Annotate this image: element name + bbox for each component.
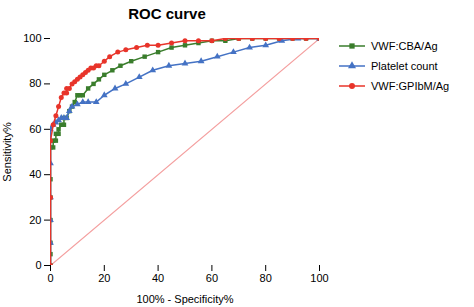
svg-text:60: 60 bbox=[206, 272, 218, 284]
svg-text:40: 40 bbox=[29, 168, 41, 180]
svg-text:100% - Specificity%: 100% - Specificity% bbox=[136, 293, 233, 305]
html-text:Platelet count: Platelet count bbox=[371, 60, 438, 72]
svg-text:Sensitivity%: Sensitivity% bbox=[1, 122, 13, 182]
html-text:ROC curve: ROC curve bbox=[128, 5, 206, 22]
svg-text:0: 0 bbox=[47, 272, 53, 284]
svg-text:60: 60 bbox=[29, 123, 41, 135]
svg-text:20: 20 bbox=[29, 214, 41, 226]
svg-text:100: 100 bbox=[310, 272, 328, 284]
svg-text:80: 80 bbox=[29, 77, 41, 89]
svg-text:80: 80 bbox=[260, 272, 272, 284]
svg-text:20: 20 bbox=[98, 272, 110, 284]
html-text:VWF:GPIbM/Ag: VWF:GPIbM/Ag bbox=[371, 80, 450, 92]
html-text:VWF:CBA/Ag: VWF:CBA/Ag bbox=[371, 40, 438, 52]
svg-text:40: 40 bbox=[152, 272, 164, 284]
svg-text:0: 0 bbox=[35, 259, 41, 271]
svg-text:100: 100 bbox=[23, 32, 41, 44]
